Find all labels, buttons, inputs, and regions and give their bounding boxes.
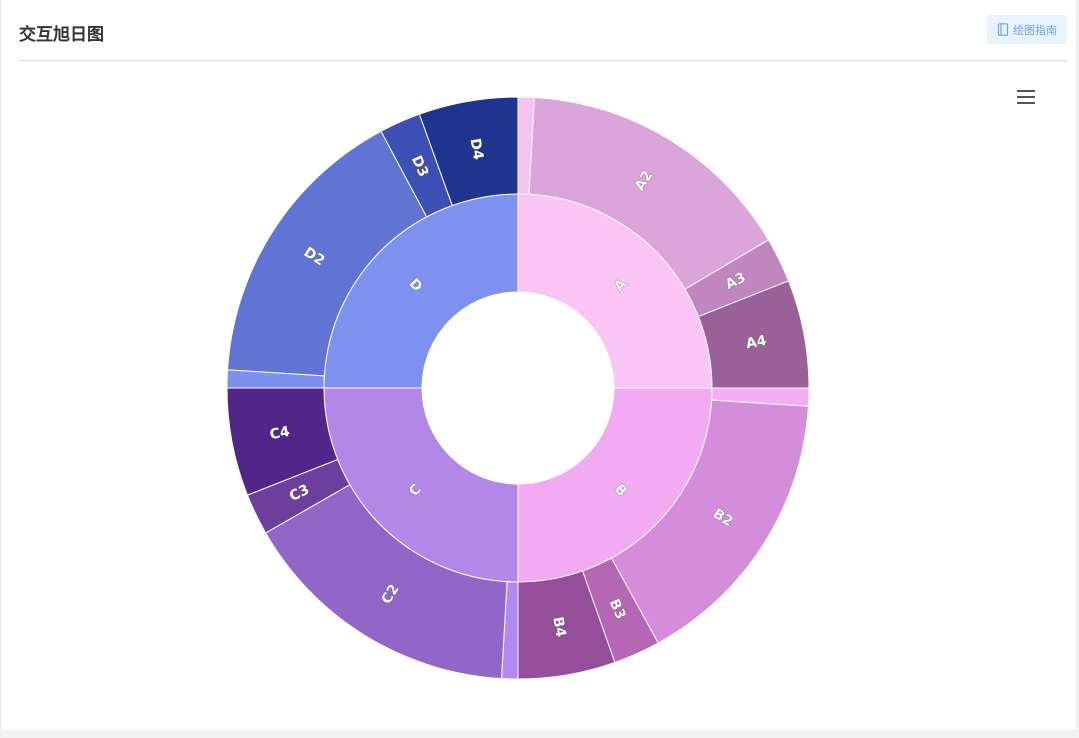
outer-segment-d4[interactable] xyxy=(418,96,519,207)
segment-label-b4: B4 xyxy=(549,616,568,639)
drawing-guide-label: 绘图指南 xyxy=(1013,23,1057,37)
segment-label-c4: C4 xyxy=(268,424,291,444)
page-title: 交互旭日图 xyxy=(19,25,104,45)
segment-label-d4: D4 xyxy=(467,137,486,161)
book-icon xyxy=(997,23,1009,36)
drawing-guide-button[interactable]: 绘图指南 xyxy=(987,15,1067,44)
card-header: 交互旭日图 绘图指南 xyxy=(19,0,1067,61)
hamburger-menu-icon[interactable] xyxy=(1017,89,1035,105)
segment-label-a4: A4 xyxy=(745,333,768,353)
